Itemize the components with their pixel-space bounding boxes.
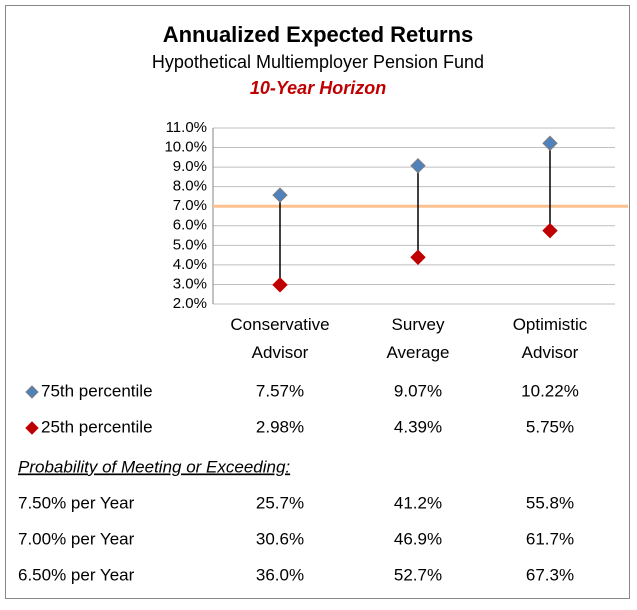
chart-title: Annualized Expected Returns: [163, 22, 474, 47]
probability-title: Probability of Meeting or Exceeding:: [18, 457, 290, 476]
table-value: 30.6%: [256, 529, 304, 548]
table-value: 36.0%: [256, 565, 304, 584]
x-tick-label: Survey Average: [386, 315, 449, 362]
chart-border: [5, 5, 630, 599]
y-tick-label: 3.0%: [173, 275, 207, 292]
marker: [410, 249, 426, 265]
table-value: 2.98%: [256, 417, 304, 436]
marker: [410, 158, 426, 174]
table-value: 46.9%: [394, 529, 442, 548]
table-value: 25.7%: [256, 493, 304, 512]
table-value: 55.8%: [526, 493, 574, 512]
horizon-label: 10-Year Horizon: [250, 78, 386, 98]
row-label: 7.00% per Year: [18, 529, 135, 548]
table-value: 9.07%: [394, 381, 442, 400]
table-value: 61.7%: [526, 529, 574, 548]
legend-marker: [25, 385, 39, 399]
legend-label: 25th percentile: [41, 417, 153, 436]
table-value: 41.2%: [394, 493, 442, 512]
chart-subtitle: Hypothetical Multiemployer Pension Fund: [152, 52, 484, 72]
y-tick-label: 11.0%: [166, 119, 207, 136]
table-value: 5.75%: [526, 417, 574, 436]
marker: [272, 187, 288, 203]
y-tick-label: 6.0%: [173, 217, 207, 234]
x-tick-label: Conservative Advisor: [230, 315, 329, 362]
table-value: 4.39%: [394, 417, 442, 436]
y-tick-label: 8.0%: [173, 178, 207, 195]
table-value: 52.7%: [394, 565, 442, 584]
legend-label: 75th percentile: [41, 381, 153, 400]
y-tick-label: 10.0%: [164, 139, 207, 156]
y-tick-label: 4.0%: [173, 256, 207, 273]
table-value: 67.3%: [526, 565, 574, 584]
row-label: 6.50% per Year: [18, 565, 135, 584]
y-tick-label: 5.0%: [173, 236, 207, 253]
table-value: 10.22%: [521, 381, 579, 400]
table-value: 7.57%: [256, 381, 304, 400]
y-tick-label: 9.0%: [173, 158, 207, 175]
y-tick-label: 2.0%: [173, 295, 207, 312]
marker: [542, 135, 558, 151]
legend-marker: [25, 421, 39, 435]
marker: [542, 222, 558, 239]
y-tick-label: 7.0%: [173, 197, 207, 214]
x-tick-label: Optimistic Advisor: [513, 315, 588, 362]
row-label: 7.50% per Year: [18, 493, 135, 512]
marker: [272, 277, 288, 293]
